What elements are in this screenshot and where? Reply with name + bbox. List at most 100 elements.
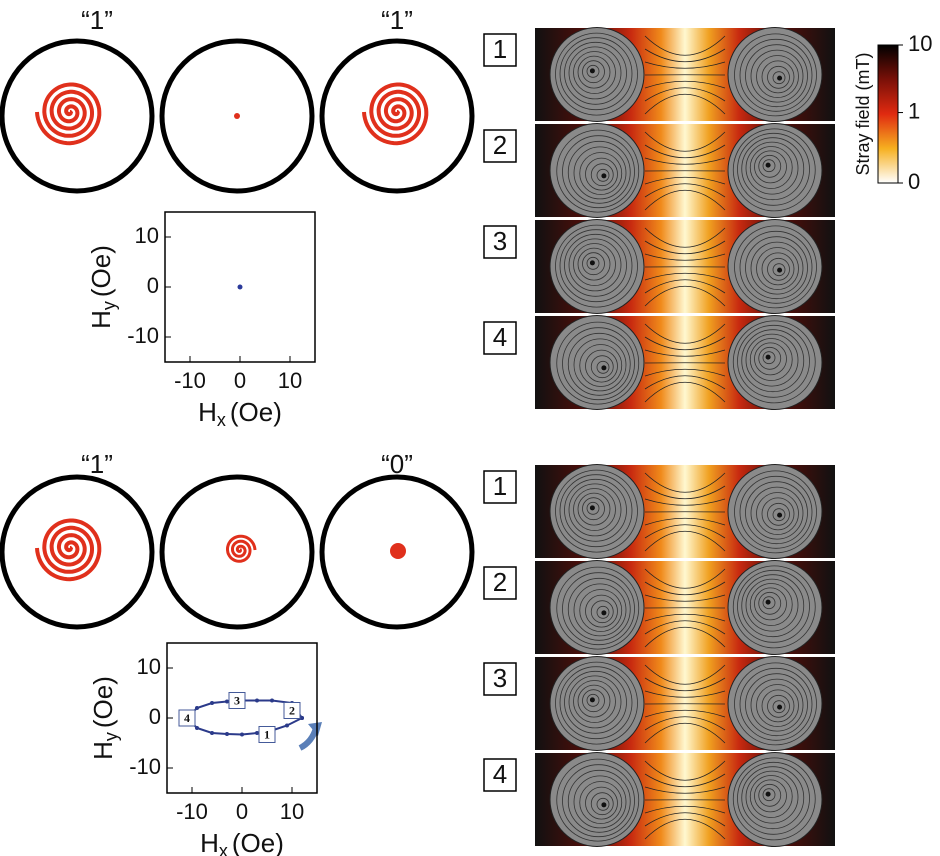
figure: “1”“1”“1”“0”12341234-10010-10010Hx(Oe)Hy… bbox=[0, 0, 940, 856]
disk bbox=[322, 41, 472, 191]
subscript: x bbox=[219, 841, 228, 856]
vortex-core bbox=[601, 365, 606, 370]
vortex-core bbox=[601, 173, 606, 178]
point bbox=[225, 700, 229, 704]
x-tick-label: 10 bbox=[280, 799, 304, 824]
panel-label: 2 bbox=[493, 567, 507, 597]
y-tick-label: 10 bbox=[135, 223, 159, 248]
vortex-core bbox=[601, 610, 606, 615]
core bbox=[390, 543, 406, 559]
symbol: H bbox=[86, 310, 116, 329]
field-panel bbox=[535, 220, 835, 314]
dot-disk bbox=[550, 220, 644, 314]
point bbox=[195, 706, 199, 710]
vortex-core bbox=[766, 163, 771, 168]
colorbar-tick-label: 0 bbox=[908, 169, 920, 194]
arrow bbox=[300, 728, 316, 748]
vortex-core bbox=[601, 802, 606, 807]
colorbar-title: Stray field (mT) bbox=[853, 52, 873, 175]
x-tick-label: -10 bbox=[174, 368, 206, 393]
state-label: “1” bbox=[381, 5, 413, 35]
state-label: “1” bbox=[81, 5, 113, 35]
symbol: H bbox=[200, 828, 219, 856]
subscript: y bbox=[99, 301, 119, 310]
state-label: “1” bbox=[81, 449, 113, 479]
annotation: 1 bbox=[264, 727, 270, 741]
vortex-core bbox=[590, 260, 595, 265]
point bbox=[210, 731, 214, 735]
vortex-core bbox=[766, 355, 771, 360]
point bbox=[225, 732, 229, 736]
x-tick-label: 10 bbox=[278, 368, 302, 393]
unit: (Oe) bbox=[232, 828, 284, 856]
magnetization-spiral bbox=[37, 521, 99, 580]
y-axis-label: Hy (Oe) bbox=[86, 245, 119, 329]
point bbox=[255, 699, 259, 703]
panel-label: 4 bbox=[493, 759, 507, 789]
point bbox=[255, 731, 259, 735]
field-panel bbox=[535, 28, 835, 122]
colorbar bbox=[878, 45, 898, 183]
state-label: “0” bbox=[381, 449, 413, 479]
panel-label: 3 bbox=[493, 226, 507, 256]
annotation: 2 bbox=[289, 703, 295, 717]
unit: (Oe) bbox=[230, 397, 282, 427]
magnetization-spiral bbox=[364, 85, 426, 144]
panel-label: 3 bbox=[493, 663, 507, 693]
symbol: H bbox=[88, 741, 118, 760]
panel-label: 1 bbox=[493, 471, 507, 501]
annotation: 3 bbox=[234, 693, 240, 707]
x-tick-label: 0 bbox=[234, 368, 246, 393]
colorbar-tick-label: 1 bbox=[908, 98, 920, 123]
dot-disk bbox=[728, 465, 822, 559]
dot-disk bbox=[550, 657, 644, 751]
dot-disk bbox=[728, 220, 822, 314]
dot-disk bbox=[728, 657, 822, 751]
y-axis-label: Hy (Oe) bbox=[88, 676, 121, 760]
field-panel bbox=[535, 316, 835, 410]
core bbox=[234, 113, 240, 119]
y-tick-label: -10 bbox=[129, 754, 161, 779]
vortex-core bbox=[777, 705, 782, 710]
panel-label: 4 bbox=[493, 322, 507, 352]
panel-label: 1 bbox=[493, 34, 507, 64]
vortex-core bbox=[590, 697, 595, 702]
dot-disk bbox=[728, 28, 822, 122]
point bbox=[238, 285, 243, 290]
y-tick-label: -10 bbox=[127, 323, 159, 348]
vortex-core bbox=[777, 268, 782, 273]
magnetization-spiral bbox=[37, 85, 99, 144]
point bbox=[195, 726, 199, 730]
y-tick-label: 10 bbox=[137, 654, 161, 679]
x-axis-label: Hx(Oe) bbox=[198, 397, 282, 430]
colorbar-tick-label: 10 bbox=[908, 31, 932, 56]
unit: (Oe) bbox=[88, 676, 118, 728]
point bbox=[285, 724, 289, 728]
y-tick-label: 0 bbox=[147, 273, 159, 298]
vortex-core bbox=[766, 600, 771, 605]
vortex-core bbox=[590, 505, 595, 510]
field-panel bbox=[535, 657, 835, 751]
annotation: 4 bbox=[184, 711, 190, 725]
point bbox=[210, 701, 214, 705]
symbol: H bbox=[198, 397, 217, 427]
point bbox=[300, 716, 304, 720]
dot-disk bbox=[550, 28, 644, 122]
vortex-core bbox=[777, 76, 782, 81]
field-panel bbox=[535, 753, 835, 847]
vortex-core bbox=[766, 792, 771, 797]
subscript: y bbox=[101, 732, 121, 741]
y-tick-label: 0 bbox=[149, 704, 161, 729]
point bbox=[240, 733, 244, 737]
unit: (Oe) bbox=[86, 245, 116, 297]
x-tick-label: -10 bbox=[176, 799, 208, 824]
panel-label: 2 bbox=[493, 130, 507, 160]
field-panel bbox=[535, 561, 835, 655]
x-tick-label: 0 bbox=[236, 799, 248, 824]
subscript: x bbox=[217, 410, 226, 430]
field-panel bbox=[535, 465, 835, 559]
x-axis-label: Hx (Oe) bbox=[200, 828, 284, 856]
dot-disk bbox=[550, 465, 644, 559]
point bbox=[270, 699, 274, 703]
field-panel bbox=[535, 124, 835, 218]
